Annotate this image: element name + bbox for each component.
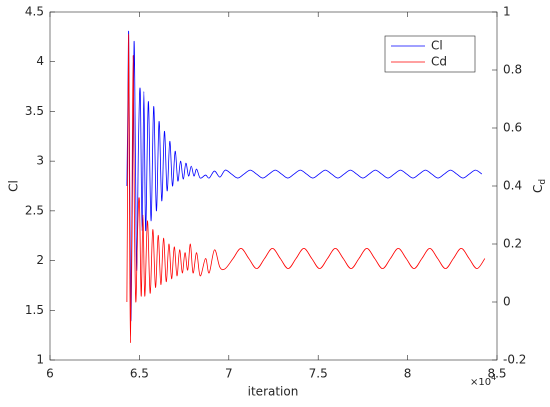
y2-tick-label: 0: [503, 295, 511, 309]
y2-tick-label: 0.6: [503, 121, 522, 135]
legend-label: Cl: [431, 39, 443, 53]
y2-tick-label: -0.2: [503, 353, 526, 367]
y-tick-label: 1.5: [25, 303, 44, 317]
y2-tick-label: 0.2: [503, 237, 522, 251]
y-tick-label: 2: [36, 253, 44, 267]
y-tick-label: 4.5: [25, 5, 44, 19]
x-multiplier-exp: 4: [491, 373, 496, 382]
y-tick-label: 1: [36, 353, 44, 367]
y-tick-label: 3.5: [25, 104, 44, 118]
y-tick-label: 3: [36, 154, 44, 168]
x-tick-label: 6.5: [130, 367, 149, 381]
y2-tick-label: 0.8: [503, 63, 522, 77]
y2-axis-label: Cd: [531, 179, 548, 193]
y2-label-sub: d: [538, 179, 548, 185]
x-tick-label: 7.5: [309, 367, 328, 381]
y-tick-label: 4: [36, 54, 44, 68]
y2-tick-label: 0.4: [503, 179, 522, 193]
x-axis-label: iteration: [248, 385, 299, 399]
series-line: [126, 34, 486, 344]
series-line: [126, 31, 483, 322]
y-tick-label: 2.5: [25, 203, 44, 217]
x-tick-label: 6: [46, 367, 54, 381]
legend-box: [384, 35, 476, 73]
y2-tick-label: 1: [503, 5, 511, 19]
x-multiplier: ×104: [470, 373, 496, 389]
x-tick-label: 8.5: [487, 367, 506, 381]
y-axis-label: Cl: [7, 180, 21, 192]
legend-label: Cd: [431, 55, 447, 69]
y2-label-base: C: [531, 185, 545, 193]
x-multiplier-base: ×10: [470, 377, 491, 388]
x-tick-label: 8: [404, 367, 412, 381]
x-tick-label: 7: [225, 367, 233, 381]
